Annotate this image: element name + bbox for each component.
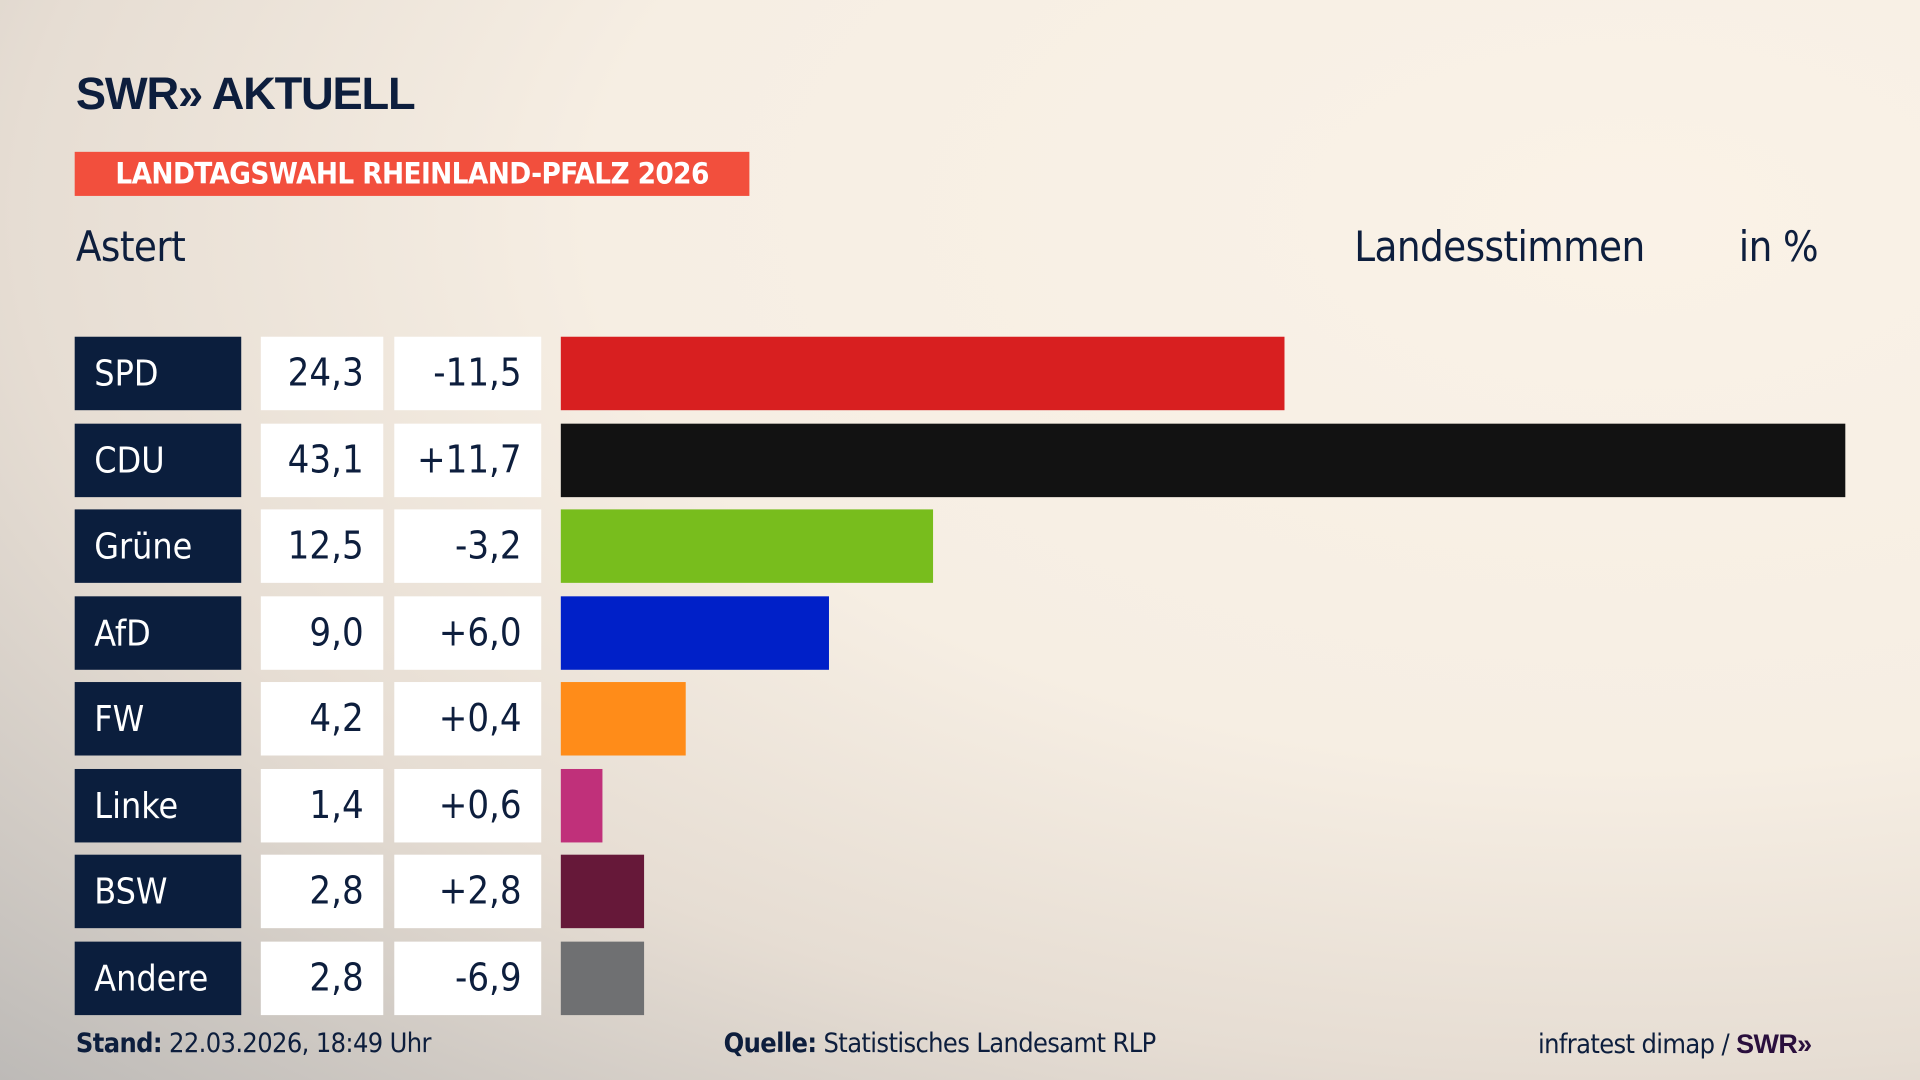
source-label: Quelle: [723,1028,817,1060]
value-label: 9,0 [260,595,384,670]
bar-cdu [560,423,1846,497]
party-label: CDU [74,423,242,497]
change-label: -6,9 [394,941,542,1015]
chart-row: AfD 9,0 +6,0 [0,595,1920,670]
bar-bsw [560,854,645,929]
election-banner: LANDTAGSWAHL RHEINLAND-PFALZ 2026 [74,151,750,196]
change-label: +0,4 [394,682,542,756]
value-label: 24,3 [260,336,384,411]
party-label: Grüne [74,509,242,583]
value-label: 12,5 [260,509,384,583]
bar-grüne [560,509,934,583]
source: Quelle: Statistisches Landesamt RLP [723,1028,1157,1060]
value-label: 2,8 [260,854,384,929]
chart-row: Linke 1,4 +0,6 [0,768,1920,842]
change-label: -11,5 [394,336,542,411]
value-label: 1,4 [260,768,384,842]
value-label: 4,2 [260,682,384,756]
region-name: Astert [75,222,186,272]
party-label: BSW [74,854,242,929]
chart-row: SPD 24,3 -11,5 [0,336,1920,411]
change-label: +6,0 [394,595,542,670]
credit: infratest dimap / SWR» [1538,1029,1812,1061]
change-label: -3,2 [394,509,542,583]
value-label: 2,8 [260,941,384,1015]
change-label: +11,7 [394,423,542,497]
party-label: SPD [74,336,242,411]
value-label: 43,1 [260,423,384,497]
stand-value: 22.03.2026, 18:49 Uhr [169,1028,431,1060]
credit-text: infratest dimap / [1537,1029,1730,1061]
timestamp: Stand: 22.03.2026, 18:49 Uhr [75,1028,432,1060]
unit-label: in % [1738,222,1819,272]
change-label: +2,8 [394,854,542,929]
stand-label: Stand: [75,1028,163,1060]
change-label: +0,6 [394,768,542,842]
chart-row: FW 4,2 +0,4 [0,682,1920,756]
swr-aktuell-logo: SWR» AKTUELL [75,68,416,119]
party-label: AfD [74,595,242,670]
chart-row: Grüne 12,5 -3,2 [0,509,1920,583]
bar-afd [560,595,830,670]
party-label: Andere [74,941,242,1015]
swr-logo: SWR» [1736,1028,1812,1060]
chart-row: BSW 2,8 +2,8 [0,854,1920,929]
chart-row: Andere 2,8 -6,9 [0,941,1920,1015]
party-label: FW [74,682,242,756]
bar-andere [560,941,645,1015]
bar-spd [560,336,1286,411]
party-label: Linke [74,768,242,842]
chart-row: CDU 43,1 +11,7 [0,423,1920,497]
bar-linke [560,768,603,842]
measure-label: Landesstimmen [1354,222,1645,272]
bar-fw [560,682,686,756]
source-value: Statistisches Landesamt RLP [823,1028,1157,1060]
